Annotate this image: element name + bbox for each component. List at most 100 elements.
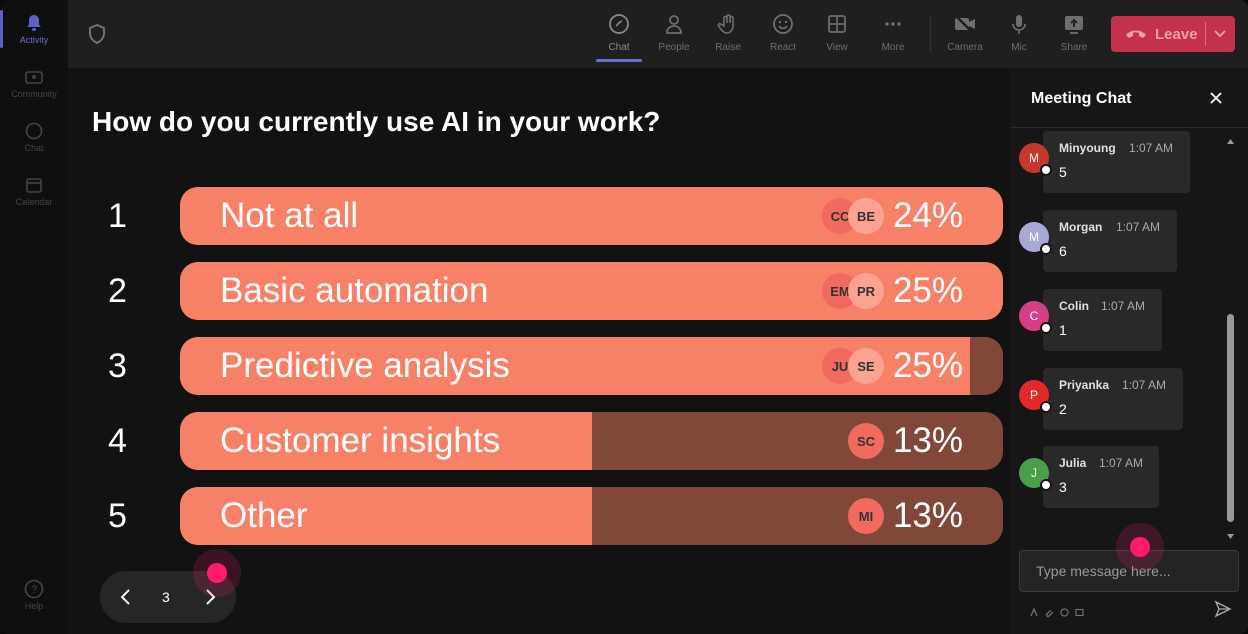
people-button-label: People: [658, 42, 690, 53]
hand-icon: [716, 12, 740, 36]
message-bubble: Julia 1:07 AM 3: [1043, 446, 1159, 508]
option-percentage: 13%: [892, 496, 963, 535]
send-icon[interactable]: [1214, 600, 1232, 618]
presence-indicator: [1040, 243, 1052, 255]
meeting-chat-panel: Meeting Chat Minyoung 1:07 AM 5 M Morgan 1:07…: [1010, 68, 1248, 634]
avatar: J: [1019, 458, 1052, 491]
gif-icon[interactable]: [1075, 604, 1084, 617]
page-number: 3: [162, 589, 170, 605]
scroll-thumb[interactable]: [1227, 314, 1234, 522]
grid-icon: [825, 12, 849, 36]
option-percentage: 13%: [892, 421, 963, 460]
share-button[interactable]: Share: [1049, 8, 1099, 60]
chevron-right-icon[interactable]: [200, 587, 220, 607]
chevron-left-icon[interactable]: [116, 587, 136, 607]
chat-format-tools: [1030, 604, 1084, 617]
poll-option[interactable]: 4 Customer insights SC 13%: [92, 412, 1003, 470]
mic-button[interactable]: Mic: [994, 8, 1044, 60]
view-button[interactable]: View: [812, 8, 862, 60]
option-bar[interactable]: Other MI 13%: [180, 487, 1003, 545]
sender-name: Colin: [1059, 299, 1089, 313]
rail-item-label: Help: [24, 601, 44, 611]
shield-icon: [88, 24, 106, 44]
message-bubble: Colin 1:07 AM 1: [1043, 289, 1162, 351]
option-percentage: 25%: [892, 346, 963, 385]
share-button-label: Share: [1060, 42, 1088, 53]
view-button-label: View: [826, 42, 848, 53]
leave-button[interactable]: Leave: [1111, 16, 1235, 52]
camera-button[interactable]: Camera: [940, 8, 990, 60]
voter-avatar: BE: [848, 198, 884, 234]
avatar: M: [1019, 222, 1052, 255]
voter-avatar: PR: [848, 273, 884, 309]
avatar-initial: C: [1029, 309, 1039, 323]
chat-button[interactable]: Chat: [594, 8, 644, 62]
option-bar[interactable]: Predictive analysis JU SE 25%: [180, 337, 1003, 395]
option-bar[interactable]: Basic automation EM PR 25%: [180, 262, 1003, 320]
message-time: 1:07 AM: [1101, 299, 1146, 313]
rail-item-help[interactable]: ? Help: [4, 570, 64, 620]
smiley-icon: [771, 12, 795, 36]
option-label: Predictive analysis: [220, 346, 510, 385]
left-rail: Activity Community Chat Calendar ? Help: [0, 0, 68, 634]
option-bar-fill: [180, 487, 592, 545]
option-bar-fill: [180, 412, 592, 470]
message-time: 1:07 AM: [1116, 220, 1161, 234]
rail-item-community[interactable]: Community: [4, 58, 64, 108]
message-text: 3: [1059, 479, 1067, 495]
option-number: 3: [108, 347, 127, 385]
emoji-icon[interactable]: [1060, 604, 1069, 617]
option-label: Customer insights: [220, 421, 501, 460]
rail-item-chat[interactable]: Chat: [4, 112, 64, 162]
chat-icon: [607, 12, 631, 36]
option-number: 5: [108, 497, 127, 535]
message-text: 6: [1059, 243, 1067, 259]
presence-indicator: [1040, 322, 1052, 334]
option-bar[interactable]: Not at all CC BE 24%: [180, 187, 1003, 245]
react-button[interactable]: React: [758, 8, 808, 60]
rail-item-label: Calendar: [15, 197, 53, 207]
option-bar[interactable]: Customer insights SC 13%: [180, 412, 1003, 470]
scroll-down-icon[interactable]: [1226, 528, 1235, 539]
chat-button-label: Chat: [608, 42, 630, 53]
mic-icon: [1007, 12, 1031, 36]
poll-option[interactable]: 5 Other MI 13%: [92, 487, 1003, 545]
raise-hand-button[interactable]: Raise: [703, 8, 753, 60]
avatar-initial: P: [1029, 388, 1038, 402]
sender-name: Priyanka: [1059, 378, 1110, 392]
presence-indicator: [1040, 401, 1052, 413]
voter-avatar: SC: [848, 423, 884, 459]
rail-item-activity[interactable]: Activity: [0, 4, 64, 54]
format-icon[interactable]: [1030, 604, 1039, 617]
avatar-initial: M: [1029, 230, 1039, 244]
option-number: 1: [108, 197, 127, 235]
rail-item-calendar[interactable]: Calendar: [4, 166, 64, 216]
rail-item-label: Community: [11, 89, 57, 99]
people-icon: [662, 12, 686, 36]
people-button[interactable]: People: [649, 8, 699, 60]
chat-message-input[interactable]: [1019, 550, 1239, 592]
message-time: 1:07 AM: [1099, 456, 1144, 470]
chat-scrollbar[interactable]: [1225, 128, 1236, 540]
camera-off-icon: [953, 12, 977, 36]
message-bubble: Morgan 1:07 AM 6: [1043, 210, 1177, 272]
camera-button-label: Camera: [947, 42, 983, 53]
poll-option[interactable]: 2 Basic automation EM PR 25%: [92, 262, 1003, 320]
more-button[interactable]: More: [868, 8, 918, 60]
close-icon[interactable]: [1208, 90, 1224, 106]
poll-option[interactable]: 1 Not at all CC BE 24%: [92, 187, 1003, 245]
rail-item-label: Chat: [24, 143, 44, 153]
poll-question: How do you currently use AI in your work…: [92, 106, 661, 137]
option-number: 4: [108, 422, 127, 460]
bell-icon: [24, 13, 44, 33]
option-label: Other: [220, 496, 308, 535]
share-screen-icon: [1062, 12, 1086, 36]
chevron-down-icon[interactable]: [1213, 26, 1227, 40]
avatar-initial: M: [1029, 151, 1039, 165]
message-text: 2: [1059, 401, 1067, 417]
poll-option[interactable]: 3 Predictive analysis JU SE 25%: [92, 337, 1003, 395]
scroll-up-icon[interactable]: [1226, 132, 1235, 144]
phone-hangup-icon: [1125, 27, 1147, 41]
attach-icon[interactable]: [1045, 604, 1054, 617]
